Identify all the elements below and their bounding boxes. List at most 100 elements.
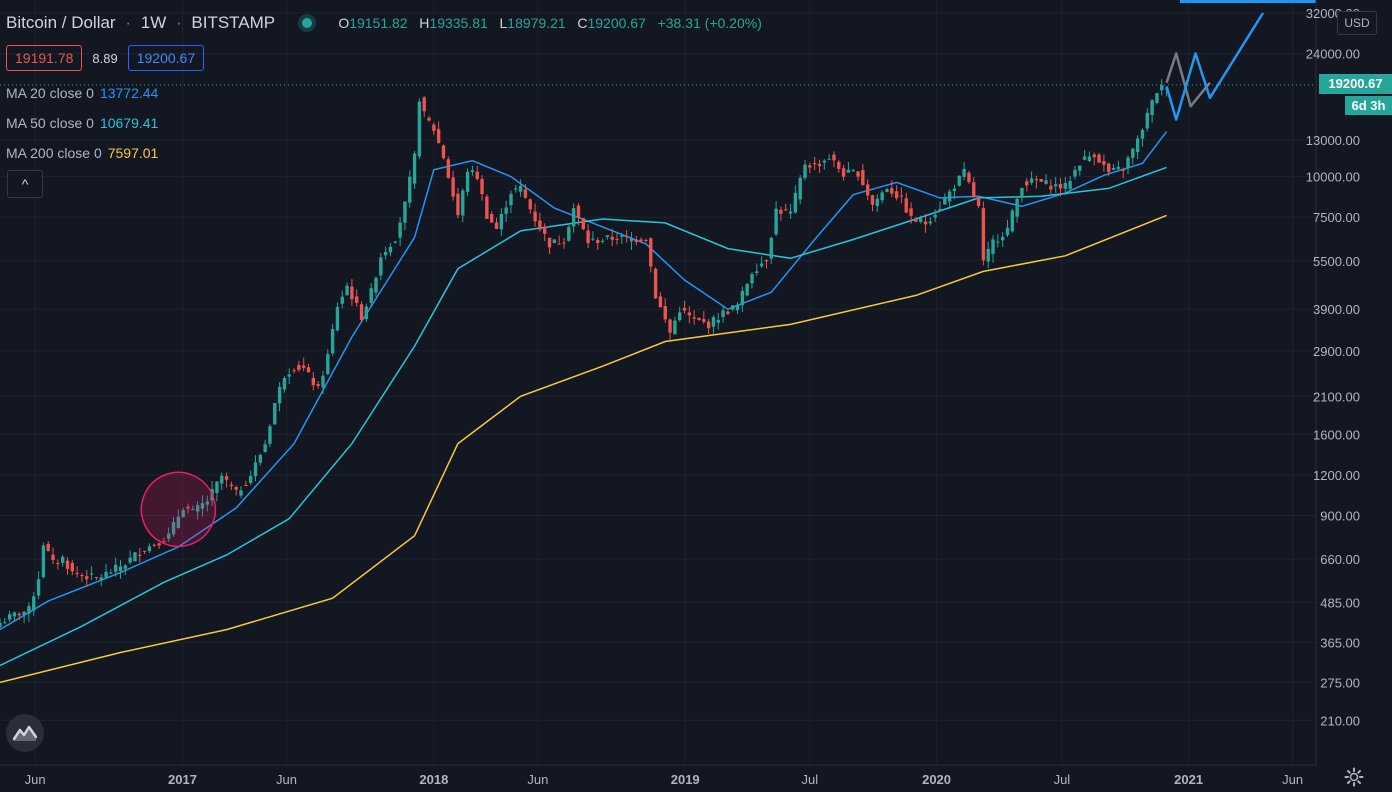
candle-body <box>1155 93 1159 104</box>
candle-body <box>412 153 417 184</box>
candle-body <box>731 305 735 310</box>
price-tick-label: 900.00 <box>1320 509 1360 524</box>
candle <box>220 472 224 491</box>
ma20-legend[interactable]: MA 20 close 0 13772.44 <box>6 85 158 101</box>
candle-body <box>755 271 759 273</box>
collapse-legend-button[interactable]: ^ <box>7 170 43 198</box>
candle-body <box>1135 138 1140 153</box>
candle-body <box>244 485 248 487</box>
candle-body <box>759 263 764 267</box>
ma200-legend[interactable]: MA 200 close 0 7597.01 <box>6 145 158 161</box>
tradingview-logo-icon[interactable] <box>6 714 44 752</box>
time-tick-label: 2020 <box>922 772 951 787</box>
candle-body <box>147 546 152 552</box>
price-tick-label: 1600.00 <box>1313 428 1360 443</box>
candle-body <box>620 235 624 237</box>
candle <box>494 217 499 230</box>
candle-body <box>94 577 99 579</box>
sell-button[interactable]: 19191.78 <box>6 45 83 71</box>
candle-body <box>441 145 446 159</box>
candle <box>369 283 373 308</box>
candle-body <box>1029 178 1034 183</box>
candle <box>417 98 422 159</box>
candle-body <box>383 252 388 256</box>
candle-body <box>499 214 504 230</box>
candle <box>624 229 629 243</box>
candle-body <box>195 505 200 512</box>
candle-body <box>138 554 142 556</box>
candle-body <box>316 384 320 386</box>
candle-body <box>1068 180 1072 189</box>
candle <box>403 201 407 231</box>
candle <box>1044 174 1048 185</box>
candle <box>470 166 475 176</box>
candle <box>600 238 605 244</box>
candle <box>1039 178 1043 183</box>
candle <box>287 368 291 385</box>
candle-body <box>12 612 17 617</box>
candle <box>1107 162 1111 177</box>
candle-body <box>682 307 687 311</box>
candle-body <box>330 328 335 354</box>
candle <box>923 214 928 233</box>
candle-body <box>1044 180 1048 184</box>
candle <box>832 151 836 168</box>
price-tick-label: 210.00 <box>1320 713 1360 728</box>
candle-body <box>1054 184 1058 187</box>
candle <box>745 283 749 297</box>
candle <box>812 156 817 171</box>
candle-body <box>191 509 195 511</box>
candle-body <box>335 307 340 331</box>
candle <box>412 150 417 189</box>
candle <box>981 201 986 266</box>
symbol-title[interactable]: Bitcoin / Dollar <box>6 13 116 32</box>
candle-body <box>427 117 431 121</box>
candle-body <box>856 171 860 177</box>
candle-body <box>490 214 494 223</box>
candle <box>408 170 412 208</box>
buy-button[interactable]: 19200.67 <box>127 45 205 71</box>
open-label: O <box>338 15 350 31</box>
candle-body <box>880 192 884 201</box>
ma50-legend[interactable]: MA 50 close 0 10679.41 <box>6 115 158 131</box>
candle-body <box>981 208 986 261</box>
candle-body <box>176 516 181 528</box>
candle <box>605 235 610 240</box>
candle-body <box>56 562 60 564</box>
candle-body <box>1063 183 1068 189</box>
candle-body <box>952 188 957 192</box>
candle-body <box>0 622 2 628</box>
candle <box>224 472 229 488</box>
time-tick-label: 2018 <box>419 772 448 787</box>
candle-body <box>890 188 894 194</box>
candle <box>191 505 195 511</box>
candle-body <box>485 196 489 220</box>
interval-label[interactable]: 1W <box>140 13 167 32</box>
candle <box>268 424 272 448</box>
candle <box>837 159 841 173</box>
candle-body <box>321 375 325 388</box>
currency-button[interactable]: USD <box>1337 11 1377 35</box>
candle-body <box>118 566 123 571</box>
candle <box>118 559 123 579</box>
candle <box>769 236 773 264</box>
candle <box>571 203 576 233</box>
candle <box>335 302 340 332</box>
candle-body <box>1121 169 1125 171</box>
candle <box>316 381 320 389</box>
candle-body <box>653 268 658 299</box>
price-axis: 210.00 275.00 365.00 485.00 660.00 900.00 1200… <box>1306 6 1360 728</box>
candle-body <box>764 260 769 262</box>
candle <box>200 495 205 517</box>
gear-icon[interactable] <box>1344 767 1364 792</box>
candle-body <box>22 611 26 615</box>
price-tick-label: 5500.00 <box>1313 254 1360 269</box>
candle <box>104 563 108 578</box>
candle <box>292 367 296 374</box>
candle-body <box>1000 236 1005 241</box>
candle-body <box>1111 167 1116 170</box>
candle <box>427 115 431 122</box>
candle-body <box>1025 181 1029 186</box>
candle <box>644 238 648 243</box>
